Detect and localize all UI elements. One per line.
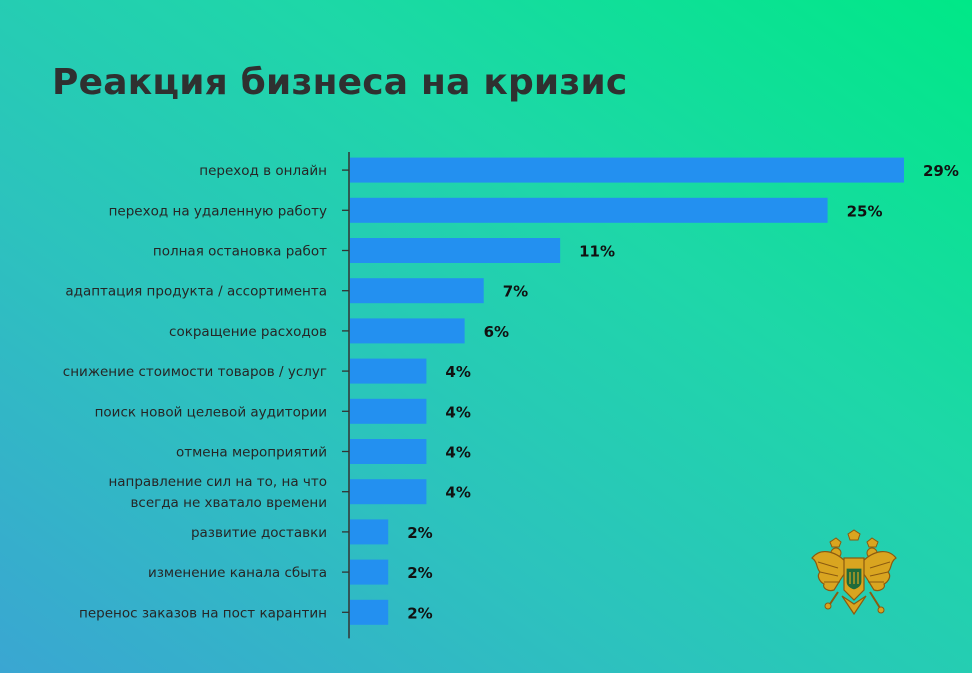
category-label: переход в онлайн	[199, 163, 327, 179]
bar	[350, 398, 427, 424]
value-label: 4%	[445, 363, 470, 381]
category-label: отмена мероприятий	[176, 445, 327, 461]
category-label: перенос заказов на пост карантин	[79, 605, 327, 621]
bar	[350, 157, 904, 183]
bar	[350, 439, 427, 464]
value-label: 4%	[445, 484, 470, 502]
bar	[350, 358, 427, 384]
value-label: 2%	[407, 604, 432, 622]
value-label: 29%	[923, 162, 959, 180]
bar	[350, 599, 389, 625]
value-label: 4%	[445, 403, 470, 421]
category-label: адаптация продукта / ассортимента	[65, 284, 327, 300]
chart-title: Реакция бизнеса на кризис	[52, 62, 628, 103]
value-label: 2%	[407, 564, 432, 582]
russian-double-headed-eagle-icon	[811, 529, 897, 616]
value-label: 25%	[847, 202, 883, 220]
category-label: развитие доставки	[191, 525, 327, 541]
value-label: 11%	[579, 243, 615, 261]
category-label: переход на удаленную работу	[109, 203, 327, 219]
value-label: 7%	[503, 283, 528, 301]
bar	[350, 479, 427, 505]
category-label: поиск новой целевой аудитории	[95, 404, 327, 420]
bar	[350, 238, 561, 263]
category-label: изменение канала сбыта	[148, 565, 327, 581]
value-label: 2%	[407, 524, 432, 542]
bar	[350, 318, 465, 344]
category-label: сокращение расходов	[169, 324, 327, 340]
bar	[350, 197, 828, 223]
bar	[350, 519, 389, 545]
category-label: направление сил на то, на что всегда не х…	[108, 474, 327, 511]
bar	[350, 278, 484, 304]
bar	[350, 559, 389, 585]
value-label: 4%	[445, 444, 470, 462]
category-label: снижение стоимости товаров / услуг	[63, 364, 327, 380]
category-label: полная остановка работ	[153, 244, 327, 260]
value-label: 6%	[484, 323, 509, 341]
